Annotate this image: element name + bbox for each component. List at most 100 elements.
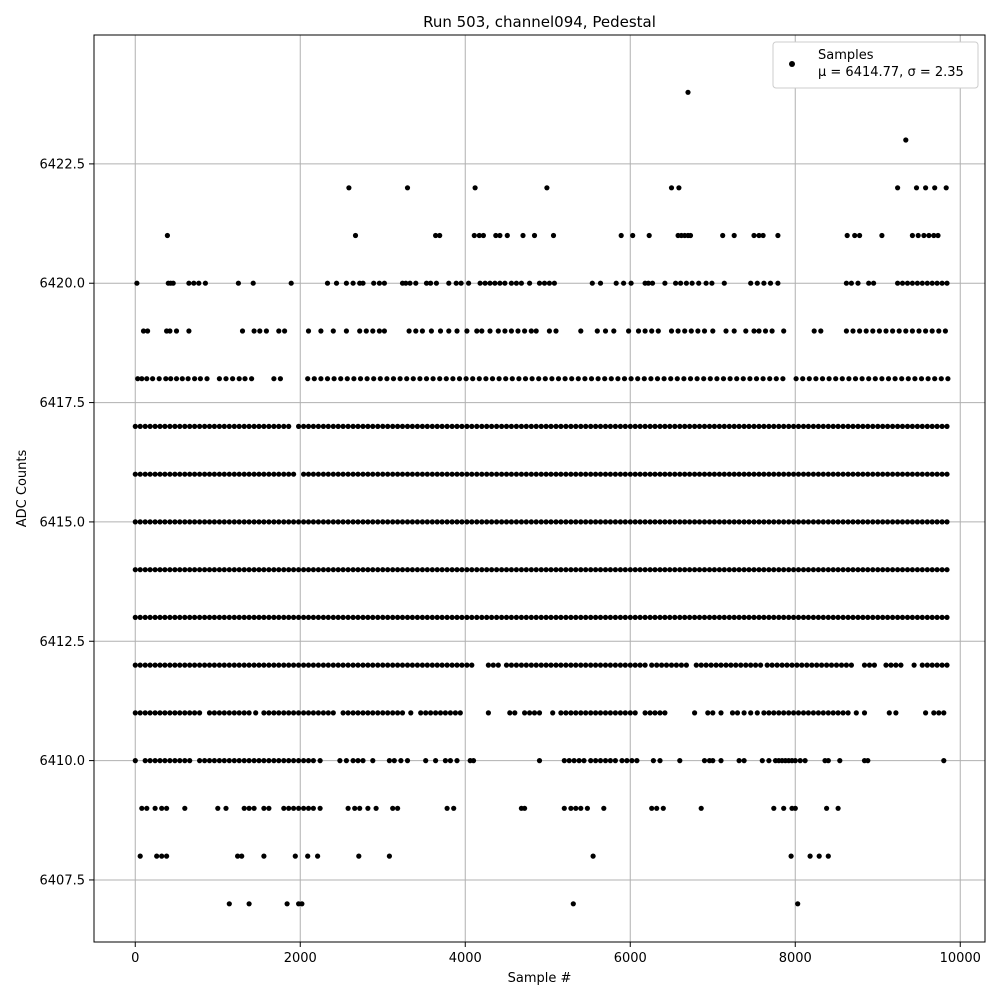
data-point [825, 710, 831, 716]
data-point [192, 471, 198, 477]
data-point [595, 376, 601, 382]
data-point [736, 519, 742, 525]
data-point [731, 423, 737, 429]
data-point [320, 662, 326, 668]
data-point [945, 376, 951, 382]
data-point [474, 471, 480, 477]
data-point [850, 567, 856, 573]
data-point [698, 805, 704, 811]
data-point [711, 423, 718, 429]
data-point [162, 662, 168, 668]
data-point [185, 376, 191, 382]
data-point [597, 567, 604, 573]
data-point [622, 471, 628, 477]
data-point [276, 662, 282, 668]
data-point [597, 280, 604, 286]
data-point [617, 567, 624, 573]
data-point [177, 662, 183, 668]
data-point [863, 328, 869, 334]
data-point [457, 710, 463, 716]
data-point [239, 328, 246, 334]
data-point [736, 423, 742, 429]
data-point [558, 710, 564, 716]
data-point [291, 614, 297, 621]
data-point [850, 328, 856, 334]
data-point [182, 805, 188, 811]
data-point [263, 328, 269, 334]
data-point [444, 614, 450, 621]
data-point [731, 519, 737, 525]
data-point [277, 376, 283, 382]
data-point [662, 567, 668, 573]
data-point [249, 376, 255, 382]
data-point [296, 423, 302, 429]
data-point [795, 423, 802, 429]
data-point [825, 567, 831, 573]
data-point [320, 710, 326, 716]
data-point [305, 758, 312, 764]
data-point [360, 519, 366, 525]
data-point [815, 567, 822, 573]
data-point [805, 423, 812, 429]
data-point [581, 758, 587, 764]
data-point [305, 519, 312, 525]
data-point [187, 423, 193, 429]
data-point [250, 280, 256, 286]
data-point [602, 328, 609, 334]
data-point [276, 710, 282, 716]
data-point [315, 423, 321, 429]
data-point [147, 423, 153, 429]
data-point [197, 758, 203, 764]
data-point [376, 280, 382, 286]
data-point [568, 710, 574, 716]
data-point [216, 758, 222, 764]
data-point [266, 710, 272, 716]
data-point [835, 614, 841, 621]
data-point [197, 662, 203, 668]
data-point [241, 423, 247, 429]
data-point [761, 567, 767, 573]
data-point [137, 614, 143, 621]
data-point [380, 567, 386, 573]
data-point [474, 519, 480, 525]
data-point [652, 567, 658, 573]
data-point [355, 423, 361, 429]
data-point [879, 376, 885, 382]
data-point [865, 567, 871, 573]
data-point [652, 471, 658, 477]
data-point [845, 710, 851, 716]
data-point [365, 567, 371, 573]
data-point [215, 805, 221, 811]
data-point [929, 519, 935, 525]
data-point [315, 519, 321, 525]
data-point [152, 710, 158, 716]
data-point [324, 280, 331, 286]
data-point [800, 614, 807, 621]
data-point [875, 423, 881, 429]
data-point [687, 376, 694, 382]
data-point [601, 805, 607, 811]
plot-frame [93, 34, 986, 943]
data-point [776, 423, 782, 429]
data-point [835, 567, 841, 573]
data-point [641, 376, 647, 382]
data-point [647, 423, 653, 429]
data-point [667, 567, 673, 573]
data-point [523, 662, 529, 668]
data-point [536, 280, 543, 286]
data-point [167, 567, 173, 573]
data-point [647, 710, 653, 716]
data-point [439, 519, 445, 525]
data-point [904, 519, 911, 525]
data-point [350, 471, 356, 477]
data-point [781, 710, 787, 716]
data-point [187, 471, 193, 477]
data-point [899, 280, 906, 286]
data-point [590, 853, 596, 859]
data-point [370, 519, 376, 525]
data-point [310, 710, 316, 716]
data-point [890, 519, 896, 525]
data-point [370, 710, 376, 716]
data-point [573, 805, 579, 811]
data-point [710, 758, 716, 764]
